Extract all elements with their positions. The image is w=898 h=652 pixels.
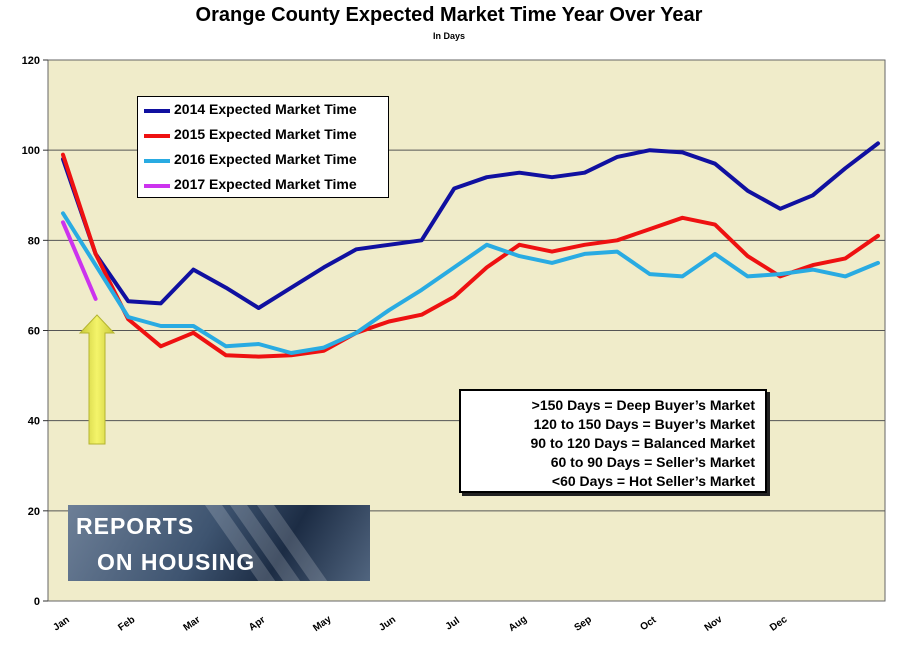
x-tick-label: Jan (51, 615, 71, 634)
legend-label-2016: 2016 Expected Market Time (174, 151, 357, 167)
legend-swatch-2017 (144, 184, 170, 188)
legend-label-2014: 2014 Expected Market Time (174, 101, 357, 117)
logo-line1: REPORTS (76, 513, 195, 539)
x-tick-label: Jul (444, 615, 462, 632)
legend-item-2015: 2015 Expected Market Time (144, 126, 384, 144)
key-line-seller: 60 to 90 Days = Seller’s Market (550, 454, 755, 470)
key-line-buyer: 120 to 150 Days = Buyer’s Market (533, 416, 755, 432)
logo-line2: ON HOUSING (97, 549, 256, 575)
x-tick-label: Nov (703, 614, 725, 634)
y-tick-label: 80 (28, 235, 40, 247)
key-line-deep-buyer: >150 Days = Deep Buyer’s Market (531, 397, 755, 413)
legend-item-2017: 2017 Expected Market Time (144, 176, 384, 194)
x-tick-label: Oct (638, 614, 659, 633)
chart-legend: 2014 Expected Market Time 2015 Expected … (137, 96, 389, 198)
legend-item-2016: 2016 Expected Market Time (144, 151, 384, 169)
chart-title: Orange County Expected Market Time Year … (195, 4, 703, 26)
y-tick-label: 120 (22, 55, 40, 67)
legend-swatch-2015 (144, 134, 170, 138)
legend-swatch-2014 (144, 109, 170, 113)
series-line-2014 (61, 141, 880, 310)
up-arrow-annotation (78, 314, 116, 445)
x-tick-label: Sep (572, 614, 593, 634)
y-tick-label: 0 (34, 596, 40, 608)
reports-on-housing-logo: REPORTS ON HOUSING (68, 505, 370, 581)
key-line-balanced: 90 to 120 Days = Balanced Market (530, 435, 755, 451)
y-tick-label: 100 (22, 145, 40, 157)
x-tick-label: Apr (247, 614, 268, 633)
legend-item-2014: 2014 Expected Market Time (144, 101, 384, 119)
y-tick-label: 20 (28, 506, 40, 518)
x-tick-label: Mar (182, 614, 203, 633)
y-tick-label: 60 (28, 326, 40, 338)
series-line-2015 (61, 152, 880, 359)
x-tick-label: Jun (377, 614, 398, 633)
x-tick-label: Feb (116, 614, 137, 633)
legend-swatch-2016 (144, 159, 170, 163)
key-line-hot-seller: <60 Days = Hot Seller’s Market (551, 473, 755, 489)
y-tick-label: 40 (28, 416, 40, 428)
x-tick-label: Dec (768, 614, 790, 634)
chart-subtitle: In Days (432, 31, 465, 41)
series-line-2017 (61, 220, 98, 301)
series-line-2016 (61, 211, 880, 355)
market-key-box: >150 Days = Deep Buyer’s Market 120 to 1… (459, 389, 767, 493)
x-tick-label: May (311, 614, 334, 634)
legend-label-2017: 2017 Expected Market Time (174, 176, 357, 192)
legend-label-2015: 2015 Expected Market Time (174, 126, 357, 142)
x-tick-label: Aug (507, 614, 529, 634)
